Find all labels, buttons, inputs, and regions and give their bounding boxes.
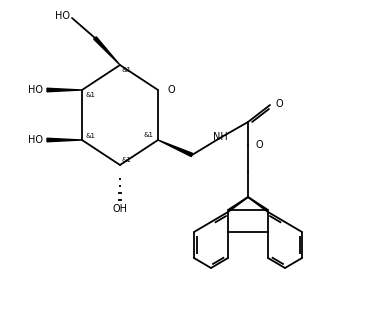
Text: &1: &1 — [143, 132, 153, 138]
Text: OH: OH — [113, 204, 128, 214]
Text: O: O — [256, 140, 263, 150]
Text: &1: &1 — [122, 67, 132, 73]
Text: HO: HO — [28, 85, 43, 95]
Polygon shape — [94, 37, 120, 65]
Text: &1: &1 — [86, 133, 96, 139]
Text: HO: HO — [28, 135, 43, 145]
Text: O: O — [276, 99, 284, 109]
Text: NH: NH — [213, 132, 227, 142]
Text: HO: HO — [55, 11, 70, 21]
Text: O: O — [167, 85, 175, 95]
Text: &1: &1 — [86, 92, 96, 98]
Polygon shape — [47, 138, 82, 142]
Text: &1: &1 — [122, 157, 132, 163]
Polygon shape — [47, 88, 82, 92]
Polygon shape — [158, 140, 193, 157]
